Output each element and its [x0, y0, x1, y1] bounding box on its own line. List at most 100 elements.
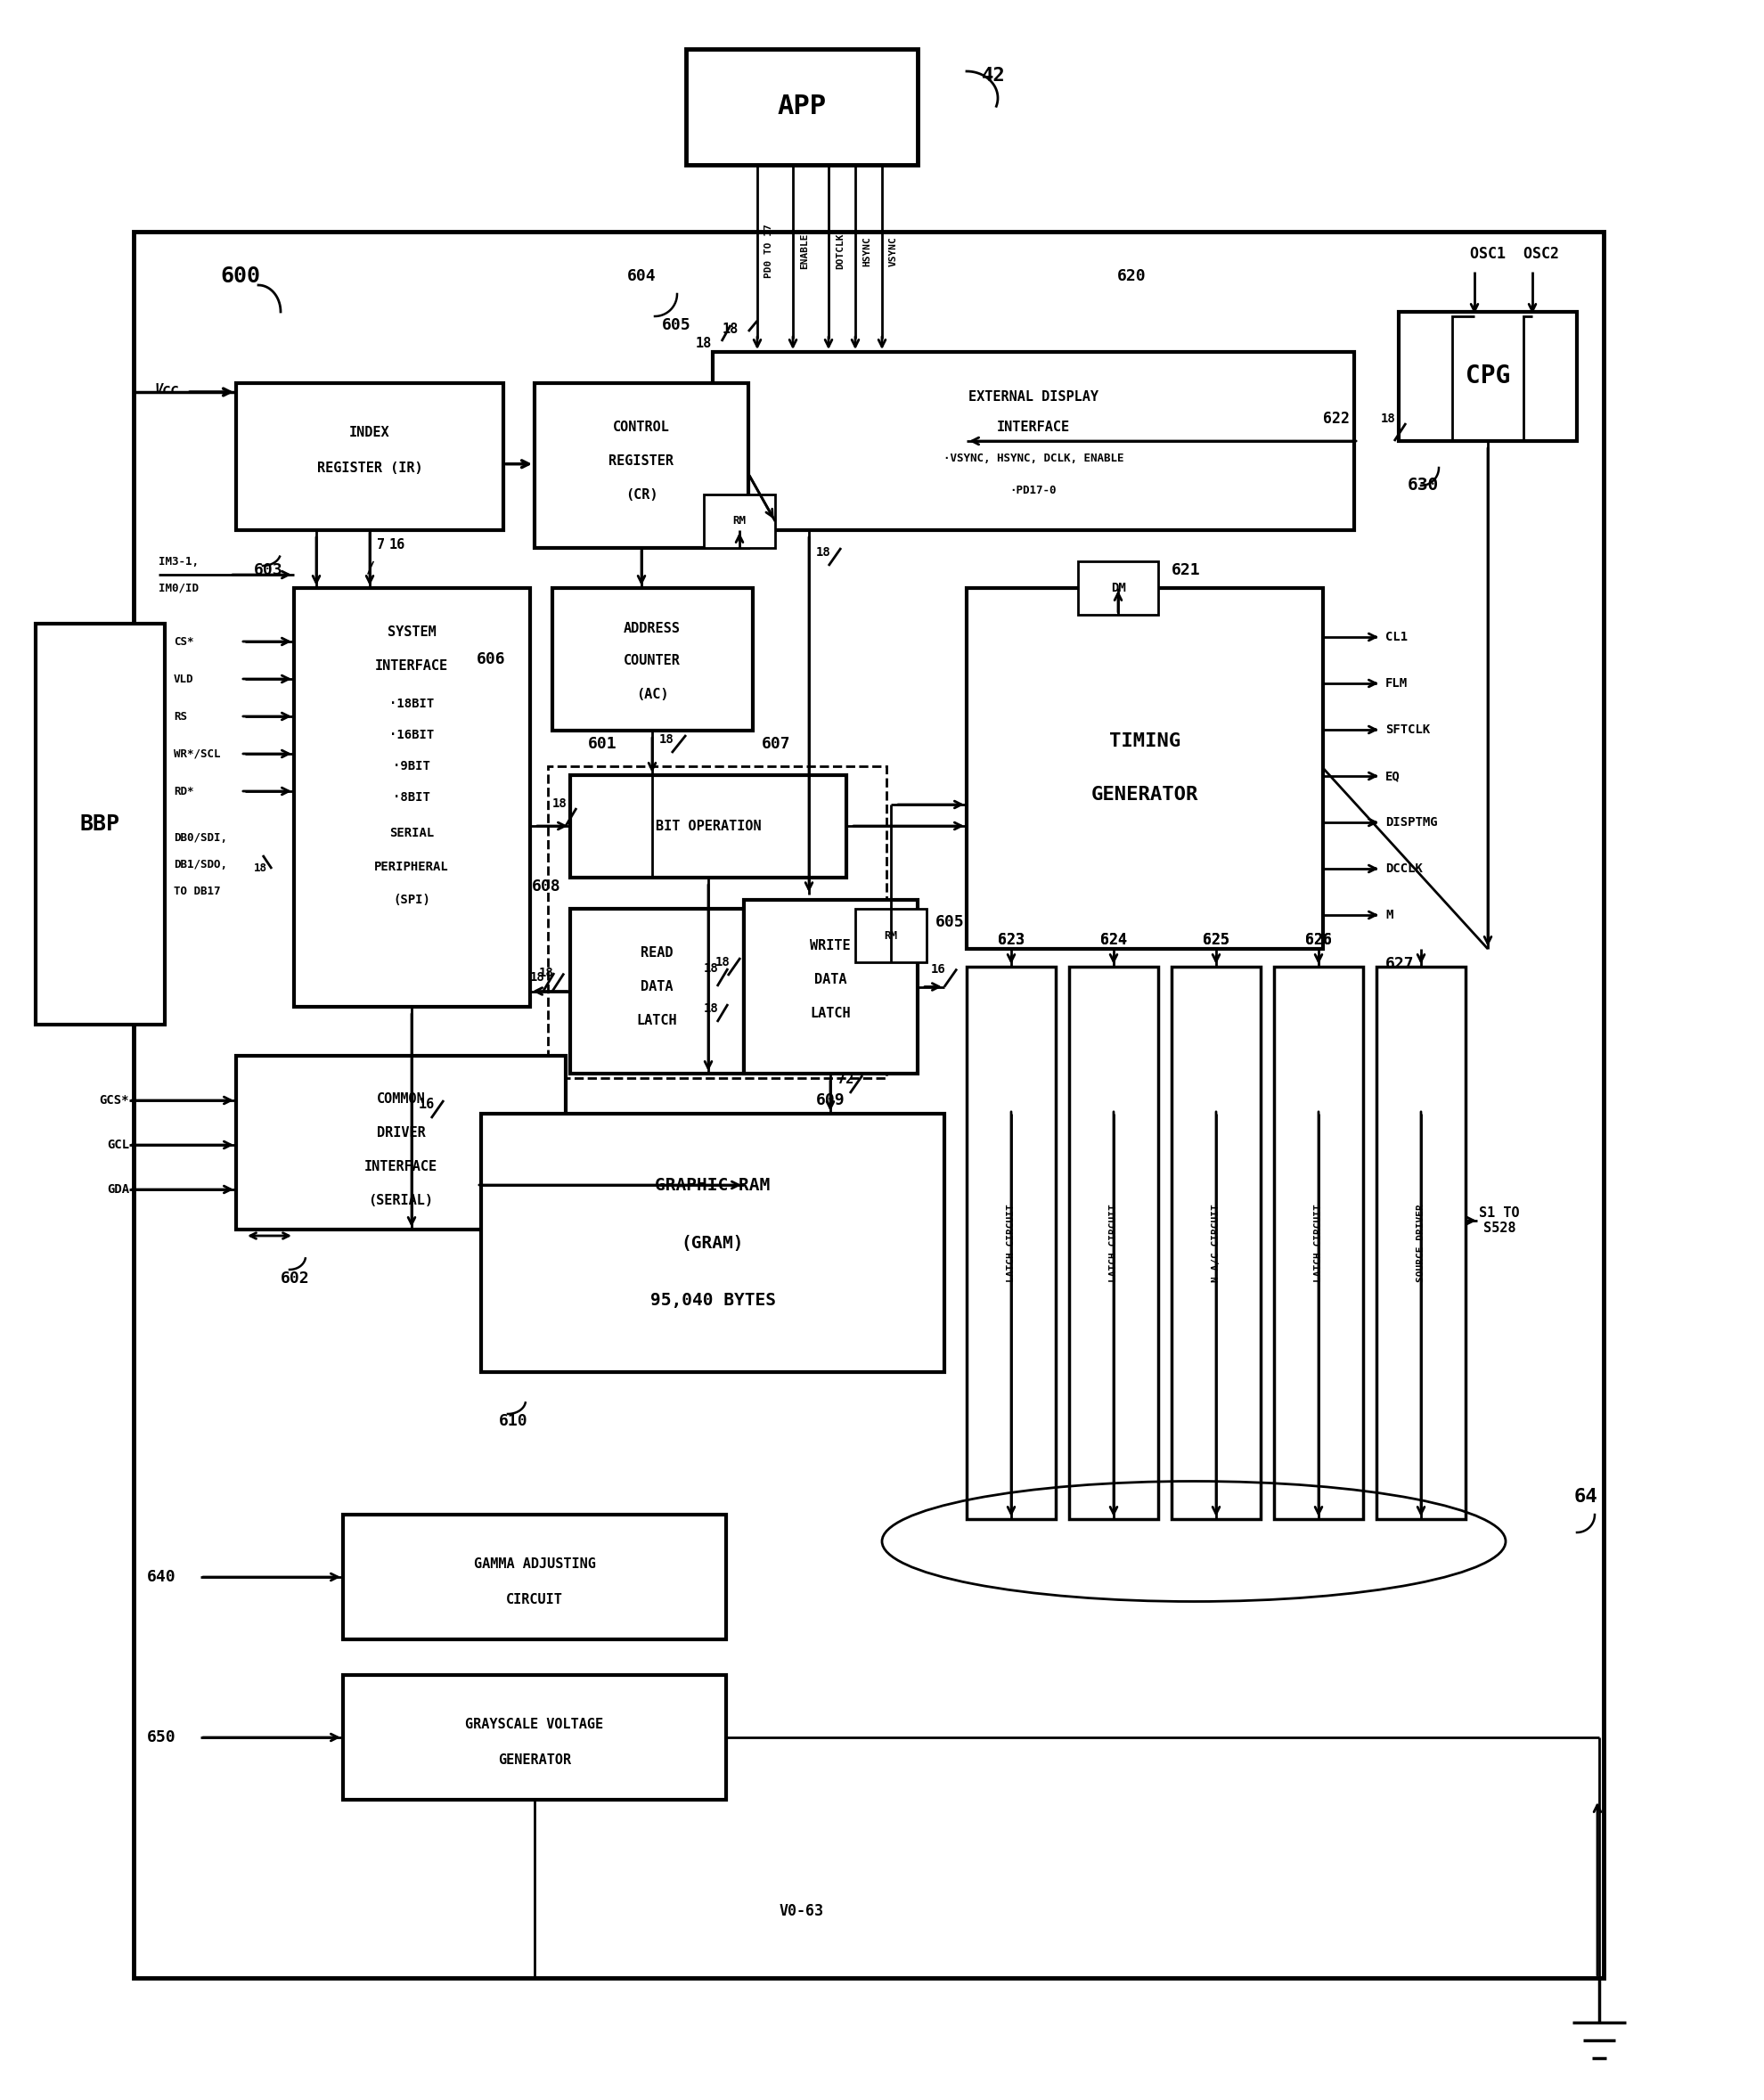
- Text: 18: 18: [817, 546, 831, 559]
- Text: 626: 626: [1305, 932, 1332, 947]
- Bar: [236, 382, 503, 529]
- Text: DCCLK: DCCLK: [1385, 863, 1424, 876]
- Bar: [744, 901, 917, 1073]
- Text: WR*/SCL: WR*/SCL: [173, 748, 220, 760]
- Text: 622: 622: [1323, 412, 1349, 426]
- Bar: [134, 231, 1603, 1978]
- Text: 18: 18: [723, 323, 739, 336]
- Text: DISPTMG: DISPTMG: [1385, 817, 1438, 830]
- Text: COMMON: COMMON: [376, 1092, 425, 1105]
- Text: CS*: CS*: [173, 636, 194, 647]
- Bar: [1274, 966, 1364, 1518]
- Text: OSC1  OSC2: OSC1 OSC2: [1469, 246, 1559, 262]
- Text: RM: RM: [732, 514, 746, 527]
- Text: 18: 18: [660, 733, 674, 746]
- Text: 626: 626: [1305, 932, 1332, 947]
- Text: FLM: FLM: [1385, 676, 1408, 689]
- Text: INTERFACE: INTERFACE: [365, 1159, 437, 1174]
- Text: 600: 600: [220, 265, 261, 288]
- Text: DB1/SDO,: DB1/SDO,: [173, 859, 228, 869]
- Text: N A/C CIRCUIT: N A/C CIRCUIT: [1212, 1203, 1221, 1281]
- Text: M: M: [1385, 909, 1394, 922]
- Text: 601: 601: [587, 735, 617, 752]
- Text: (SERIAL): (SERIAL): [369, 1193, 434, 1208]
- Text: ·18BIT: ·18BIT: [390, 697, 434, 710]
- Text: 18: 18: [716, 956, 730, 968]
- Bar: [704, 494, 774, 548]
- Text: VLD: VLD: [173, 674, 194, 685]
- Text: 603: 603: [254, 563, 282, 578]
- Text: 16: 16: [390, 538, 406, 552]
- Text: DRIVER: DRIVER: [376, 1126, 425, 1138]
- Text: INTERFACE: INTERFACE: [376, 659, 448, 674]
- Text: 16: 16: [418, 1098, 436, 1111]
- Text: WRITE: WRITE: [810, 939, 850, 953]
- Text: ·VSYNC, HSYNC, DCLK, ENABLE: ·VSYNC, HSYNC, DCLK, ENABLE: [944, 454, 1124, 464]
- Text: DATA: DATA: [640, 981, 672, 993]
- Text: 625: 625: [1203, 932, 1230, 947]
- Text: 18: 18: [552, 798, 568, 811]
- Text: 7: 7: [377, 538, 385, 552]
- Text: DOTCLK: DOTCLK: [836, 233, 845, 269]
- Text: 621: 621: [1171, 563, 1201, 578]
- Bar: [713, 353, 1355, 529]
- Bar: [967, 588, 1323, 949]
- Text: 610: 610: [499, 1413, 527, 1430]
- Text: BIT OPERATION: BIT OPERATION: [656, 819, 760, 832]
- Text: RM: RM: [884, 930, 898, 941]
- Text: ·PD17-0: ·PD17-0: [1011, 485, 1057, 496]
- Text: 42: 42: [981, 67, 1005, 84]
- Text: CONTROL: CONTROL: [614, 420, 670, 435]
- Text: LATCH: LATCH: [810, 1008, 850, 1021]
- Text: READ: READ: [640, 947, 672, 960]
- Text: 18: 18: [540, 968, 554, 979]
- Text: (AC): (AC): [635, 687, 669, 701]
- Text: GDA: GDA: [108, 1182, 129, 1195]
- Text: SFTCLK: SFTCLK: [1385, 724, 1431, 735]
- Text: ADDRESS: ADDRESS: [624, 622, 681, 634]
- Text: RS: RS: [173, 710, 187, 722]
- Text: IM0/ID: IM0/ID: [159, 582, 199, 594]
- Text: ENABLE: ENABLE: [801, 233, 810, 269]
- Text: TIMING: TIMING: [1110, 733, 1180, 750]
- Text: 18: 18: [704, 1002, 718, 1014]
- Bar: [342, 1676, 727, 1800]
- Text: 620: 620: [1117, 269, 1147, 284]
- Text: GAMMA ADJUSTING: GAMMA ADJUSTING: [473, 1556, 596, 1571]
- Text: 630: 630: [1408, 477, 1439, 494]
- Text: SOURCE DRIVER: SOURCE DRIVER: [1416, 1203, 1425, 1281]
- Text: PERIPHERAL: PERIPHERAL: [374, 861, 448, 874]
- Text: 602: 602: [280, 1270, 310, 1287]
- Text: 650: 650: [146, 1730, 176, 1745]
- Text: DATA: DATA: [813, 974, 847, 987]
- Text: EQ: EQ: [1385, 771, 1401, 783]
- Text: GCL: GCL: [108, 1138, 129, 1151]
- Bar: [686, 48, 917, 164]
- Text: 606: 606: [476, 651, 506, 668]
- Text: ·16BIT: ·16BIT: [390, 729, 434, 741]
- Text: VSYNC: VSYNC: [889, 235, 898, 267]
- Bar: [342, 1514, 727, 1640]
- Text: 623: 623: [998, 932, 1025, 947]
- Text: LATCH: LATCH: [637, 1014, 677, 1027]
- Bar: [1078, 561, 1159, 615]
- Text: PD0 TO 17: PD0 TO 17: [764, 225, 773, 279]
- Text: (CR): (CR): [624, 489, 658, 502]
- Text: CPG: CPG: [1466, 363, 1510, 389]
- Text: REGISTER: REGISTER: [609, 456, 674, 468]
- Text: 18: 18: [1381, 412, 1395, 424]
- Text: COUNTER: COUNTER: [624, 655, 681, 668]
- Text: DM: DM: [1111, 582, 1125, 594]
- Bar: [967, 966, 1055, 1518]
- Text: HSYNC: HSYNC: [863, 235, 871, 267]
- Text: 607: 607: [762, 735, 790, 752]
- Text: 608: 608: [533, 878, 561, 895]
- Text: LATCH CIRCUIT: LATCH CIRCUIT: [1110, 1203, 1118, 1281]
- Text: V0-63: V0-63: [780, 1903, 824, 1919]
- Text: APP: APP: [778, 94, 826, 120]
- Text: GCS*: GCS*: [99, 1094, 129, 1107]
- Text: GENERATOR: GENERATOR: [497, 1754, 572, 1766]
- Text: 609: 609: [815, 1092, 845, 1109]
- Text: CIRCUIT: CIRCUIT: [506, 1592, 563, 1606]
- Text: 95,040 BYTES: 95,040 BYTES: [649, 1292, 776, 1308]
